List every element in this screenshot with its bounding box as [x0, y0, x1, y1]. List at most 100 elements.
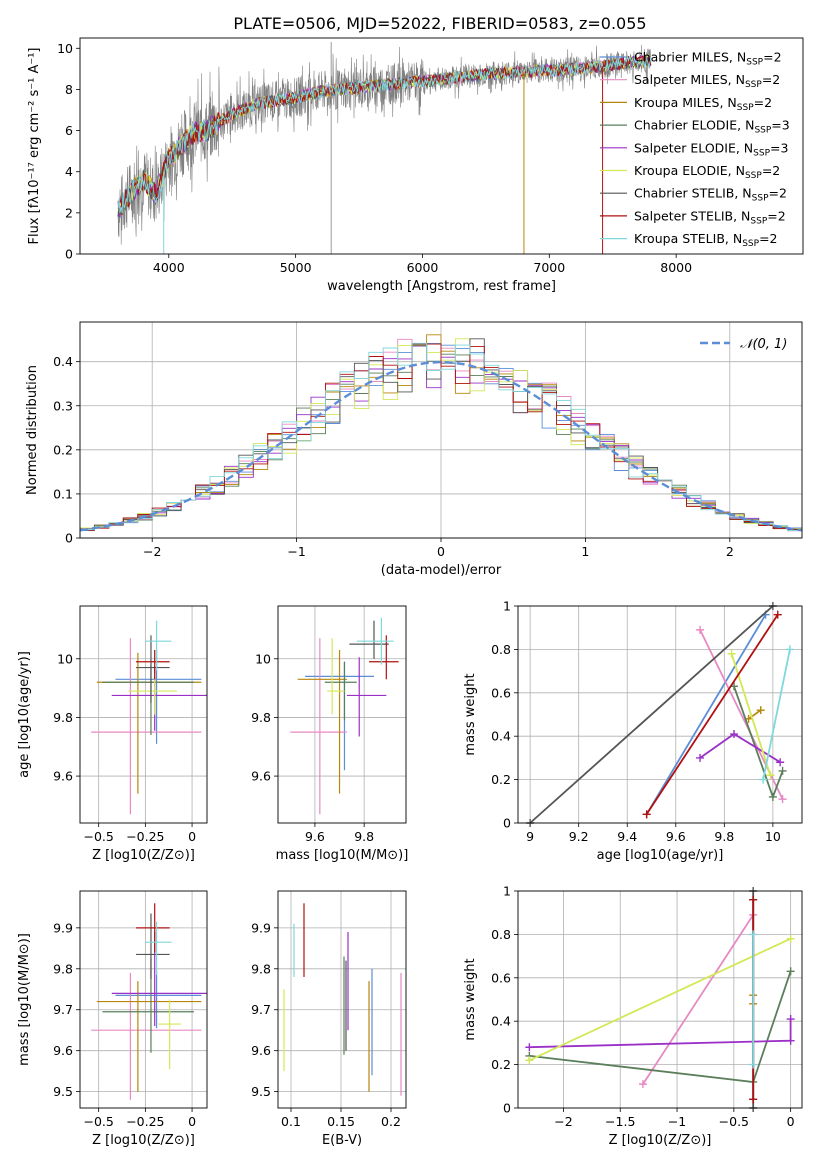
- legend-entry: Salpeter STELIB, NSSP=2: [634, 208, 786, 226]
- errorbar-point: [102, 958, 194, 1053]
- mass-vs-EBV-xtick-label: 0.15: [327, 1114, 355, 1129]
- mass-vs-Z-panel: −0.5 −0.25 0 9.5 9.6 9.7 9.8 9.9 Z [log10(Z/Z⊙)]…: [17, 890, 208, 1148]
- age-vs-Z-xtick-label: 0: [188, 829, 196, 844]
- errorbar-point: [346, 657, 387, 737]
- massweight-vs-age-ytick-label: 0: [503, 816, 511, 831]
- residuals-xtick-label: 0: [437, 544, 445, 559]
- age-vs-Z-xtick-label: −0.5: [83, 829, 113, 844]
- mass-weight-series: [762, 649, 791, 780]
- massweight-vs-Z-panel: −2 −1.5 −1 −0.5 0 0 0.2 0.4 0.6 0.8 1 Z [log10(Z/Z⊙…: [463, 884, 803, 1148]
- age-vs-Z-ylabel: age [log10(age/yr)]: [17, 651, 32, 778]
- massweight-vs-age-xtick-label: 9.2: [569, 829, 589, 844]
- errorbar-point: [96, 981, 202, 1092]
- mass-vs-EBV-xtick-label: 0.2: [381, 1114, 401, 1129]
- mass-weight-marker: [786, 967, 795, 976]
- errorbar-point: [349, 620, 389, 659]
- mass-weight-marker: [778, 795, 787, 804]
- legend-entry: Kroupa MILES, NSSP=2: [634, 95, 772, 113]
- mass-weight-series: [529, 937, 791, 1062]
- mass-weight-series: [645, 614, 779, 815]
- errorbar-point: [290, 638, 347, 815]
- mass-weight-marker: [786, 1015, 795, 1024]
- spectrum-ytick-label: 6: [65, 123, 73, 138]
- spectrum-ytick-label: 0: [65, 247, 73, 262]
- mass-vs-Z-ytick-label: 9.7: [53, 1002, 73, 1017]
- spectrum-ytick-label: 8: [65, 82, 73, 97]
- mass-weight-series: [529, 971, 792, 1083]
- massweight-vs-age-ytick-label: 0.4: [491, 729, 511, 744]
- spectrum-frame: [79, 37, 804, 255]
- mass-vs-Z-xlabel: Z [log10(Z/Z⊙)]: [92, 1133, 195, 1148]
- mass-vs-Z-ytick-label: 9.6: [53, 1043, 73, 1058]
- massweight-vs-Z-xtick-label: −0.5: [719, 1114, 749, 1129]
- legend-entry: Kroupa ELODIE, NSSP=2: [634, 163, 780, 181]
- massweight-vs-Z-ytick-label: 0.2: [491, 1057, 511, 1072]
- mass-weight-marker: [785, 645, 794, 654]
- gaussian-curve: [79, 360, 803, 532]
- spectrum-panel: 4000 5000 6000 7000 8000 0 2 4 6 8 10 wavelength [A…: [27, 37, 804, 294]
- legend-entry: Salpeter ELODIE, NSSP=3: [634, 140, 788, 158]
- age-vs-Z-frame: [79, 605, 208, 824]
- residuals-ytick-label: 0: [65, 531, 73, 546]
- residuals-xtick-label: −2: [143, 544, 161, 559]
- age-vs-mass-frame: [277, 605, 407, 824]
- residuals-xlabel: (data-model)/error: [381, 563, 502, 578]
- age-vs-Z-xlabel: Z [log10(Z/Z⊙)]: [92, 848, 195, 863]
- mass-weight-marker: [786, 1036, 795, 1045]
- age-vs-mass-xlabel: mass [log10(M/M⊙)]: [276, 848, 409, 863]
- massweight-vs-age-ytick-label: 0.6: [491, 685, 511, 700]
- mass-weight-marker: [766, 771, 775, 780]
- mass-weight-marker: [749, 1095, 758, 1104]
- massweight-vs-age-frame: [517, 605, 803, 824]
- massweight-vs-age-xlabel: age [log10(age/yr)]: [597, 848, 724, 863]
- mass-weight-marker: [749, 895, 758, 904]
- spectrum-xtick-label: 5000: [280, 260, 312, 275]
- age-vs-mass-panel: 9.6 9.8 9.6 9.8 10 mass [log10(M/M⊙)]: [251, 605, 409, 863]
- mass-weight-marker: [696, 753, 705, 762]
- histogram-series: [79, 343, 802, 538]
- mass-vs-Z-frame: [79, 890, 208, 1109]
- massweight-vs-Z-ylabel: mass weight: [463, 958, 478, 1040]
- mass-weight-marker: [730, 730, 739, 739]
- spectrum-xtick-label: 6000: [407, 260, 439, 275]
- age-vs-mass-ytick-label: 9.6: [251, 769, 271, 784]
- mass-weight-marker: [749, 1060, 758, 1069]
- spectrum-xtick-label: 7000: [533, 260, 565, 275]
- mass-vs-EBV-ytick-label: 9.6: [251, 1043, 271, 1058]
- legend-entry: Chabrier MILES, NSSP=2: [634, 50, 782, 68]
- mass-vs-EBV-panel: 0.1 0.15 0.2 9.5 9.6 9.7 9.8 9.9 E(B-V): [251, 890, 407, 1148]
- mass-weight-series: [733, 686, 784, 800]
- mass-vs-EBV-ytick-label: 9.5: [251, 1084, 271, 1099]
- mass-weight-series: [645, 614, 767, 815]
- mass-vs-Z-xtick-label: 0: [188, 1114, 196, 1129]
- mass-weight-series: [529, 605, 774, 824]
- errorbar-point: [91, 638, 202, 815]
- mass-weight-marker: [756, 706, 765, 715]
- age-vs-mass-xtick-label: 9.8: [354, 829, 374, 844]
- spectrum-ytick-label: 4: [65, 164, 73, 179]
- errorbar-point: [102, 664, 194, 736]
- mass-weight-marker: [638, 1080, 647, 1089]
- massweight-vs-Z-ytick-label: 0.6: [491, 970, 511, 985]
- mass-vs-Z-ytick-label: 9.9: [53, 920, 73, 935]
- age-vs-mass-ytick-label: 10: [255, 651, 271, 666]
- age-vs-Z-panel: −0.5 −0.25 0 9.6 9.8 10 Z [log10(Z/Z⊙)] age [lo…: [17, 605, 208, 863]
- massweight-vs-Z-xtick-label: 0: [787, 1114, 795, 1129]
- massweight-vs-age-ytick-label: 0.2: [491, 772, 511, 787]
- legend-entry: 𝒩(0, 1): [740, 337, 787, 352]
- massweight-vs-age-xtick-label: 10: [765, 829, 781, 844]
- mass-weight-marker: [759, 775, 768, 784]
- legend-entry: Chabrier ELODIE, NSSP=3: [634, 118, 790, 136]
- mass-weight-series: [730, 653, 772, 776]
- errorbar-point: [136, 635, 170, 703]
- massweight-vs-age-panel: 9 9.2 9.4 9.6 9.8 10 0 0.2 0.4 0.6 0.8 1 age [log10(…: [463, 599, 803, 863]
- age-vs-Z-ytick-label: 10: [57, 651, 73, 666]
- massweight-vs-Z-xtick-label: −2: [554, 1114, 572, 1129]
- errorbar-point: [158, 999, 181, 1070]
- spectrum-xlabel: wavelength [Angstrom, rest frame]: [327, 279, 556, 294]
- residuals-panel: −2 −1 0 1 2 0 0.1 0.2 0.3 0.4 (data-model)/error No…: [25, 321, 803, 578]
- massweight-vs-age-ytick-label: 0.8: [491, 642, 511, 657]
- errorbar-point: [145, 921, 172, 975]
- mass-vs-Z-grid: [80, 891, 207, 1108]
